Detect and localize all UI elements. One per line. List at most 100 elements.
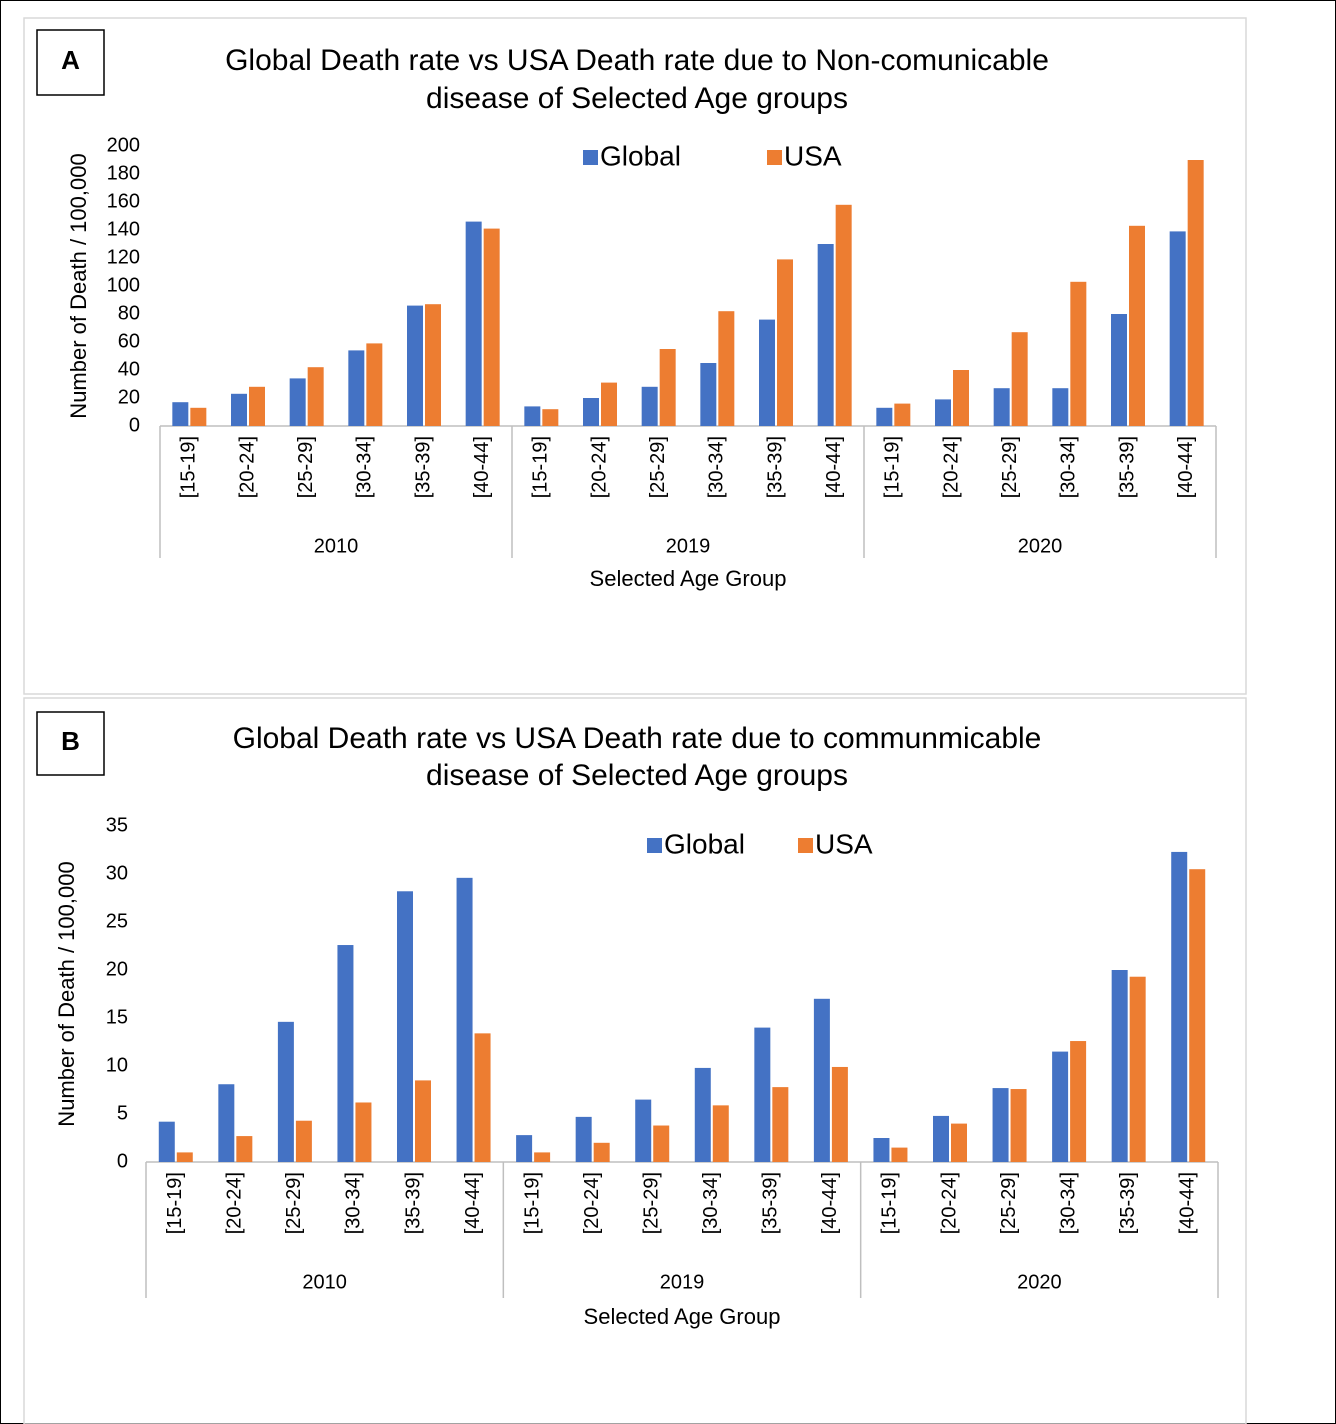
x-tick-label: [40-44]	[1175, 436, 1197, 498]
x-tick-label: [15-19]	[530, 436, 552, 498]
bar	[1129, 225, 1145, 426]
x-tick-label: [35-39]	[412, 436, 434, 498]
x-tick-label: [25-29]	[647, 436, 669, 498]
legend-label: USA	[784, 140, 842, 171]
x-tick-label: [40-44]	[1177, 1172, 1199, 1234]
y-tick-label: 160	[107, 190, 140, 212]
bar	[641, 386, 658, 426]
y-axis-title: Number of Death / 100,000	[54, 861, 79, 1126]
y-tick-label: 120	[107, 246, 140, 268]
y-tick-label: 30	[106, 862, 128, 884]
bar	[772, 1087, 789, 1162]
bar	[813, 998, 830, 1162]
x-tick-label: [15-19]	[178, 436, 200, 498]
bar	[295, 1120, 312, 1162]
y-tick-label: 180	[107, 162, 140, 184]
bar	[659, 349, 676, 426]
chart-title: Global Death rate vs USA Death rate due …	[225, 44, 1049, 77]
bar	[307, 367, 324, 426]
x-tick-label: [15-19]	[521, 1172, 543, 1234]
panel-label: A	[61, 45, 80, 75]
y-tick-label: 20	[118, 386, 140, 408]
chart-title: disease of Selected Age groups	[426, 82, 848, 115]
bar	[1010, 1089, 1027, 1162]
x-tick-label: [15-19]	[164, 1172, 186, 1234]
panel-border	[23, 697, 1247, 1424]
group-label: 2020	[1017, 1271, 1062, 1293]
chart-title: disease of Selected Age groups	[426, 759, 848, 792]
x-tick-label: [35-39]	[1116, 436, 1138, 498]
x-tick-label: [20-24]	[588, 436, 610, 498]
bar	[876, 407, 893, 426]
y-tick-label: 35	[106, 814, 128, 836]
bar	[593, 1142, 610, 1162]
x-tick-label: [25-29]	[295, 436, 317, 498]
panel-border	[23, 17, 1247, 695]
bar	[754, 1027, 771, 1162]
group-label: 2020	[1018, 535, 1063, 557]
bar	[712, 1105, 729, 1162]
x-axis-title: Selected Age Group	[584, 1304, 781, 1329]
bar	[542, 409, 559, 426]
y-tick-label: 25	[106, 910, 128, 932]
bar	[759, 319, 775, 426]
bar	[218, 1084, 235, 1162]
y-axis-title: Number of Death / 100,000	[66, 153, 91, 418]
group-label: 2010	[302, 1271, 347, 1293]
bar	[831, 1066, 848, 1162]
x-tick-label: [40-44]	[819, 1172, 841, 1234]
bar	[425, 304, 441, 426]
x-tick-label: [40-44]	[823, 436, 845, 498]
group-label: 2010	[314, 535, 359, 557]
y-tick-label: 40	[118, 358, 140, 380]
y-tick-label: 10	[106, 1054, 128, 1076]
bar	[456, 877, 473, 1162]
x-tick-label: [25-29]	[283, 1172, 305, 1234]
x-tick-label: [20-24]	[581, 1172, 603, 1234]
panel-label-box	[36, 711, 105, 776]
x-axis-title: Selected Age Group	[590, 566, 787, 591]
bar	[236, 1136, 253, 1162]
bar	[1189, 869, 1206, 1162]
bar	[407, 305, 423, 426]
x-tick-label: [25-29]	[998, 1172, 1020, 1234]
bar	[249, 386, 265, 426]
bar	[873, 1138, 890, 1162]
x-tick-label: [25-29]	[999, 436, 1021, 498]
bar	[1171, 851, 1188, 1162]
bar	[601, 382, 617, 426]
legend-label: USA	[815, 828, 873, 859]
bar	[835, 204, 852, 426]
bar	[1187, 160, 1204, 426]
legend-swatch	[647, 838, 662, 853]
panel-label: B	[61, 726, 80, 756]
chart-title: Global Death rate vs USA Death rate due …	[233, 722, 1042, 755]
bar	[348, 350, 365, 426]
y-tick-label: 100	[107, 274, 140, 296]
bar	[718, 311, 735, 426]
legend-swatch	[767, 150, 782, 165]
bar	[337, 945, 354, 1162]
bar	[231, 393, 247, 426]
bar	[653, 1125, 670, 1162]
bar	[700, 363, 717, 426]
legend-swatch	[583, 150, 598, 165]
bar	[933, 1115, 949, 1162]
x-tick-label: [40-44]	[471, 436, 493, 498]
y-tick-label: 0	[117, 1150, 128, 1172]
bar	[1070, 281, 1087, 426]
y-tick-label: 5	[117, 1102, 128, 1124]
x-tick-label: [15-19]	[879, 1172, 901, 1234]
bar	[583, 398, 599, 426]
bar	[176, 1152, 193, 1162]
bar	[366, 343, 383, 426]
bar	[289, 378, 306, 426]
x-tick-label: [30-34]	[343, 1172, 365, 1234]
bar	[516, 1135, 533, 1162]
x-tick-label: [15-19]	[882, 436, 904, 498]
bar	[951, 1123, 967, 1162]
bar	[524, 406, 541, 426]
y-tick-label: 140	[107, 218, 140, 240]
group-label: 2019	[660, 1271, 705, 1293]
